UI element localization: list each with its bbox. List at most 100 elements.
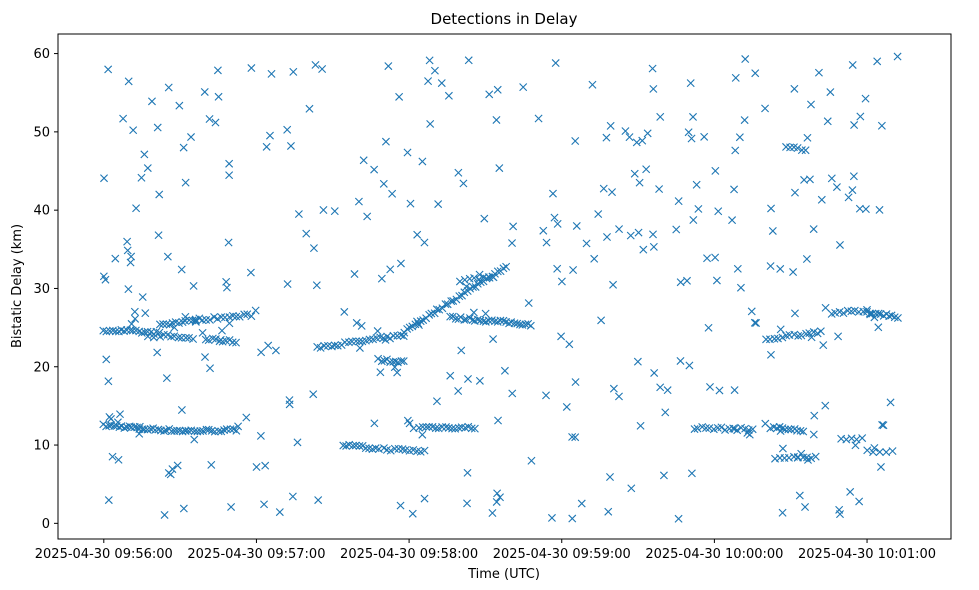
data-point bbox=[672, 225, 681, 234]
data-point bbox=[247, 312, 256, 321]
data-point bbox=[630, 169, 639, 178]
data-point bbox=[398, 445, 407, 454]
data-point bbox=[127, 319, 136, 328]
data-point bbox=[597, 316, 606, 325]
data-point bbox=[159, 330, 168, 339]
data-point bbox=[129, 126, 138, 135]
data-point bbox=[225, 159, 234, 168]
data-point bbox=[848, 186, 857, 195]
data-point bbox=[138, 293, 147, 302]
data-point bbox=[572, 221, 581, 230]
data-point bbox=[807, 100, 815, 109]
data-point bbox=[649, 230, 657, 239]
data-point bbox=[140, 150, 149, 159]
data-point bbox=[870, 313, 879, 322]
data-point bbox=[316, 343, 325, 352]
data-point bbox=[288, 492, 297, 501]
data-point bbox=[302, 229, 311, 238]
data-point bbox=[425, 310, 434, 319]
data-point bbox=[420, 494, 429, 503]
data-point bbox=[730, 386, 739, 395]
data-point bbox=[656, 383, 665, 392]
data-point bbox=[130, 307, 139, 316]
data-point bbox=[232, 426, 241, 435]
data-point bbox=[124, 285, 133, 294]
data-point bbox=[855, 497, 864, 506]
data-point bbox=[846, 487, 855, 496]
data-point bbox=[508, 239, 517, 248]
data-point bbox=[257, 348, 266, 357]
data-point bbox=[685, 361, 694, 370]
data-point bbox=[817, 195, 826, 204]
y-tick-label: 60 bbox=[33, 47, 50, 62]
data-point bbox=[442, 423, 450, 432]
data-point bbox=[344, 338, 353, 347]
data-point bbox=[689, 112, 698, 121]
data-point bbox=[706, 382, 714, 391]
x-tick-label: 2025-04-30 09:59:00 bbox=[493, 547, 631, 562]
data-point bbox=[690, 425, 699, 434]
data-point bbox=[676, 356, 685, 365]
data-point bbox=[418, 430, 427, 439]
data-point bbox=[642, 165, 651, 174]
data-point bbox=[388, 189, 397, 198]
data-point bbox=[571, 433, 580, 442]
data-point bbox=[496, 493, 504, 502]
data-point bbox=[842, 435, 851, 444]
y-tick-label: 40 bbox=[33, 204, 50, 219]
data-point bbox=[354, 197, 363, 206]
data-point bbox=[340, 307, 349, 316]
data-point bbox=[577, 499, 586, 508]
data-point bbox=[571, 137, 580, 145]
data-point bbox=[153, 348, 162, 357]
data-point bbox=[615, 225, 624, 234]
plot-frame bbox=[57, 33, 952, 540]
data-point bbox=[155, 190, 164, 199]
data-point bbox=[823, 117, 832, 126]
data-point bbox=[147, 97, 156, 106]
data-point bbox=[376, 333, 385, 342]
data-point bbox=[104, 65, 113, 74]
data-point bbox=[802, 329, 811, 338]
data-point bbox=[879, 421, 888, 430]
data-point bbox=[594, 210, 603, 219]
data-point bbox=[534, 114, 543, 123]
data-point bbox=[191, 317, 200, 326]
data-point bbox=[283, 280, 292, 289]
data-point bbox=[816, 327, 825, 336]
data-point bbox=[123, 246, 132, 255]
data-point bbox=[568, 514, 577, 523]
data-point bbox=[252, 463, 261, 471]
data-point bbox=[475, 270, 484, 279]
y-axis: 0 10 20 30 40 50 60 bbox=[33, 47, 58, 532]
data-point bbox=[104, 496, 113, 505]
data-point bbox=[390, 363, 399, 372]
data-point bbox=[797, 331, 806, 340]
data-point bbox=[826, 88, 835, 97]
data-point bbox=[448, 424, 457, 433]
data-point bbox=[164, 83, 173, 92]
data-point bbox=[784, 425, 793, 434]
data-point bbox=[381, 137, 390, 146]
data-point bbox=[683, 276, 691, 285]
data-point bbox=[330, 207, 339, 216]
data-point bbox=[803, 455, 812, 464]
data-point bbox=[355, 337, 364, 346]
data-point bbox=[374, 354, 383, 363]
data-point bbox=[318, 64, 327, 73]
data-point bbox=[349, 441, 358, 450]
data-point bbox=[116, 410, 124, 419]
data-point bbox=[216, 335, 225, 344]
data-point bbox=[363, 212, 372, 221]
data-point bbox=[493, 85, 502, 94]
data-point bbox=[189, 281, 198, 290]
data-point bbox=[330, 341, 339, 350]
data-point bbox=[493, 267, 502, 276]
data-point bbox=[794, 331, 803, 340]
data-point bbox=[655, 185, 664, 194]
data-point bbox=[451, 314, 460, 323]
data-point bbox=[260, 500, 269, 509]
data-point bbox=[795, 491, 804, 500]
data-point bbox=[627, 484, 636, 493]
data-point bbox=[309, 244, 318, 253]
